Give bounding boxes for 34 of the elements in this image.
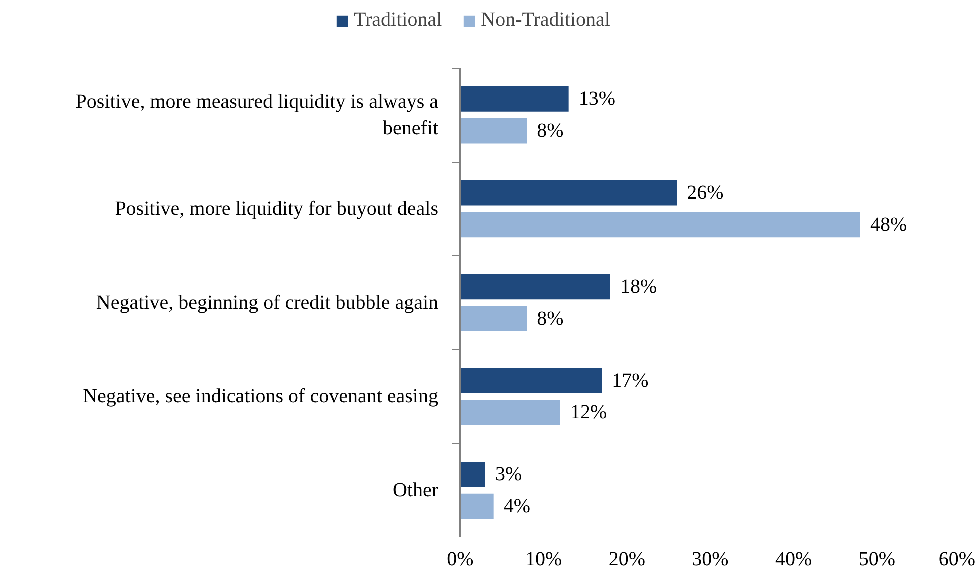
data-label: 13%: [578, 88, 616, 110]
data-label: 18%: [620, 276, 658, 298]
data-label: 8%: [537, 308, 564, 330]
bar: [460, 462, 486, 488]
bar: [460, 86, 569, 112]
data-label: 3%: [496, 464, 522, 486]
bar: [460, 274, 610, 300]
bar: [460, 306, 528, 332]
y-tick-label: Negative, see indications of covenant easing: [83, 386, 439, 408]
data-label: 8%: [537, 120, 564, 142]
x-tick-label: 20%: [608, 548, 646, 570]
data-label: 17%: [612, 370, 649, 392]
x-tick-label: 60%: [938, 548, 976, 570]
x-tick-label: 50%: [858, 548, 896, 570]
bar: [460, 118, 528, 144]
data-label: 26%: [687, 182, 724, 204]
x-tick-label: 0%: [447, 548, 474, 570]
x-tick-label: 10%: [526, 548, 562, 570]
legend-label: Non-Traditional: [481, 9, 610, 32]
bar: [460, 368, 602, 394]
data-label: 48%: [870, 214, 908, 236]
bar: [460, 180, 678, 206]
x-tick-label: 30%: [692, 548, 729, 570]
bar: [460, 400, 560, 426]
x-tick-label: 40%: [776, 548, 812, 570]
y-tick-label: Negative, beginning of credit bubble again: [96, 292, 438, 314]
y-tick-label: Positive, more measured liquidity is always a benefit: [76, 90, 439, 140]
data-label: 12%: [570, 402, 608, 424]
data-label: 4%: [504, 496, 531, 518]
y-tick-label: Positive, more liquidity for buyout deals: [115, 198, 439, 220]
bar: [460, 212, 860, 238]
y-tick-label: Other: [392, 480, 439, 502]
bar: [460, 494, 494, 520]
legend-label: Traditional: [354, 9, 442, 32]
